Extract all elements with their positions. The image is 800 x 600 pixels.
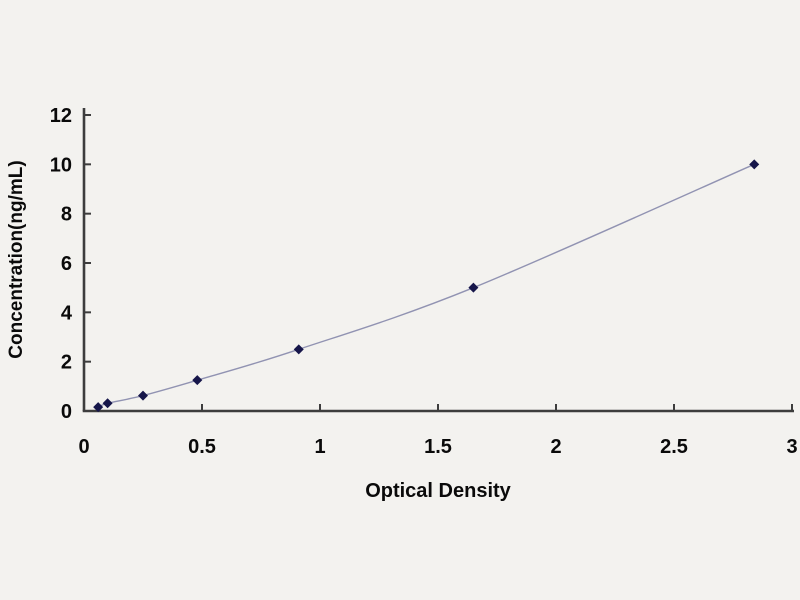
x-axis-tick-label: 0.5 xyxy=(188,436,216,458)
y-axis-tick-label: 8 xyxy=(61,204,72,226)
x-axis-tick-label: 2 xyxy=(550,436,561,458)
x-axis-tick-label: 2.5 xyxy=(660,436,688,458)
data-point-marker xyxy=(749,159,760,170)
data-point-marker xyxy=(138,390,148,401)
x-axis-tick-label: 1.5 xyxy=(424,436,452,458)
data-point-marker xyxy=(192,375,203,386)
y-axis-tick-label: 2 xyxy=(61,352,72,374)
y-axis-tick-label: 10 xyxy=(50,154,72,176)
data-point-marker xyxy=(93,402,104,413)
data-point-marker xyxy=(468,282,479,293)
x-axis-title: Optical Density xyxy=(365,480,511,502)
x-axis-tick-label: 1 xyxy=(314,436,325,458)
y-axis-tick-label: 4 xyxy=(61,302,73,324)
x-axis-tick-label: 0 xyxy=(78,436,89,458)
x-axis-tick-label: 3 xyxy=(786,436,797,458)
y-axis-tick-label: 6 xyxy=(61,253,72,275)
standard-curve-line xyxy=(97,163,755,408)
data-point-marker xyxy=(293,344,304,355)
y-axis-tick-label: 0 xyxy=(61,401,72,423)
data-point-marker xyxy=(102,398,113,409)
y-axis-tick-label: 12 xyxy=(50,105,72,127)
y-axis-title: Concentration(ng/mL) xyxy=(6,160,27,358)
